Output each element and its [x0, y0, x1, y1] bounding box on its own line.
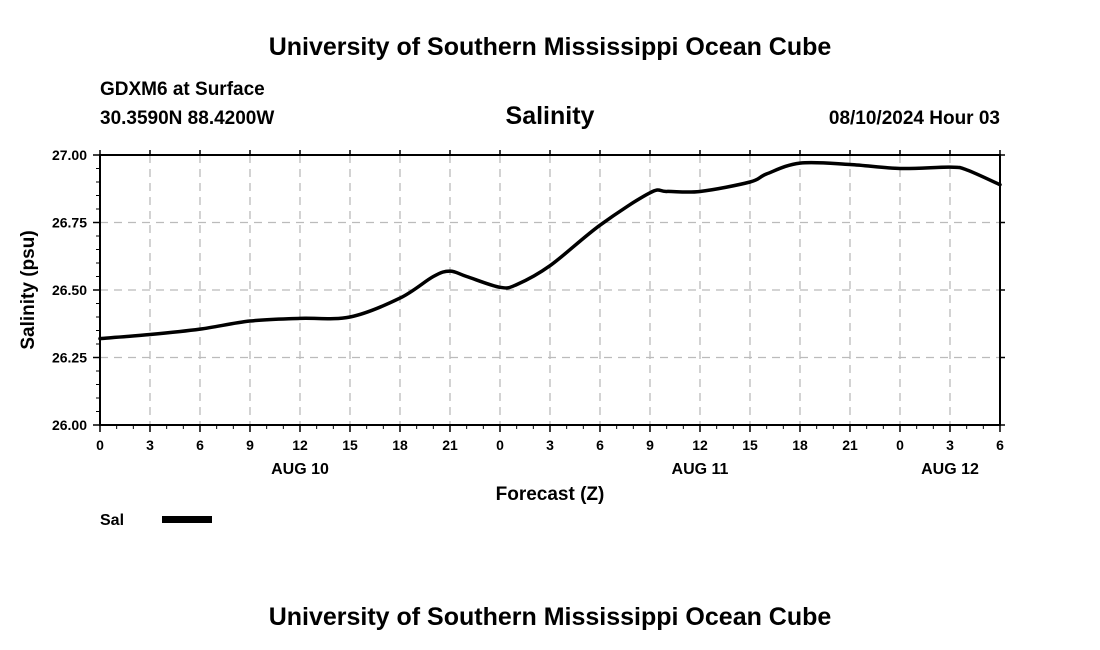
footer-title: University of Southern Mississippi Ocean…: [269, 603, 832, 631]
x-tick-label: 3: [946, 437, 954, 453]
date-label: AUG 10: [271, 461, 329, 478]
x-tick-label: 0: [896, 437, 904, 453]
y-axis-label: Salinity (psu): [18, 230, 39, 349]
x-tick-label: 6: [996, 437, 1004, 453]
x-tick-label: 9: [246, 437, 254, 453]
date-label: AUG 12: [921, 461, 979, 478]
x-tick-label: 6: [596, 437, 604, 453]
x-axis-label: Forecast (Z): [496, 484, 605, 505]
station-label: GDXM6 at Surface: [100, 79, 265, 100]
x-tick-label: 15: [742, 437, 758, 453]
x-tick-label: 15: [342, 437, 358, 453]
x-tick-label: 6: [196, 437, 204, 453]
x-tick-label: 21: [842, 437, 858, 453]
x-tick-label: 3: [146, 437, 154, 453]
x-tick-label: 12: [692, 437, 708, 453]
x-tick-label: 21: [442, 437, 458, 453]
y-tick-label: 26.25: [52, 350, 87, 366]
page-title: University of Southern Mississippi Ocean…: [269, 33, 832, 61]
legend-label: Sal: [100, 512, 124, 529]
y-tick-label: 26.00: [52, 417, 87, 433]
x-tick-label: 0: [496, 437, 504, 453]
chart-title: Salinity: [506, 102, 595, 130]
series-line-sal: [98, 160, 1002, 341]
x-tick-label: 9: [646, 437, 654, 453]
grid-lines: [100, 154, 1000, 425]
legend-swatch: [162, 516, 212, 523]
x-tick-label: 3: [546, 437, 554, 453]
x-tick-label: 0: [96, 437, 104, 453]
date-labels: AUG 10 AUG 11 AUG 12: [271, 461, 979, 478]
y-tick-labels: 26.00 26.25 26.50 26.75 27.00: [52, 147, 87, 433]
x-tick-labels: 0 3 6 9 12 15 18 21 0 3 6 9 12 15 18 21 0 3 6: [96, 437, 1004, 453]
y-tick-label: 26.75: [52, 215, 87, 231]
y-tick-label: 26.50: [52, 282, 87, 298]
x-tick-label: 12: [292, 437, 308, 453]
date-label: AUG 11: [672, 461, 729, 478]
axis-ticks: [93, 150, 1005, 432]
x-tick-label: 18: [792, 437, 808, 453]
y-tick-label: 27.00: [52, 147, 87, 163]
x-tick-label: 18: [392, 437, 408, 453]
coords-label: 30.3590N 88.4200W: [100, 108, 274, 129]
datetime-label: 08/10/2024 Hour 03: [829, 108, 1000, 129]
